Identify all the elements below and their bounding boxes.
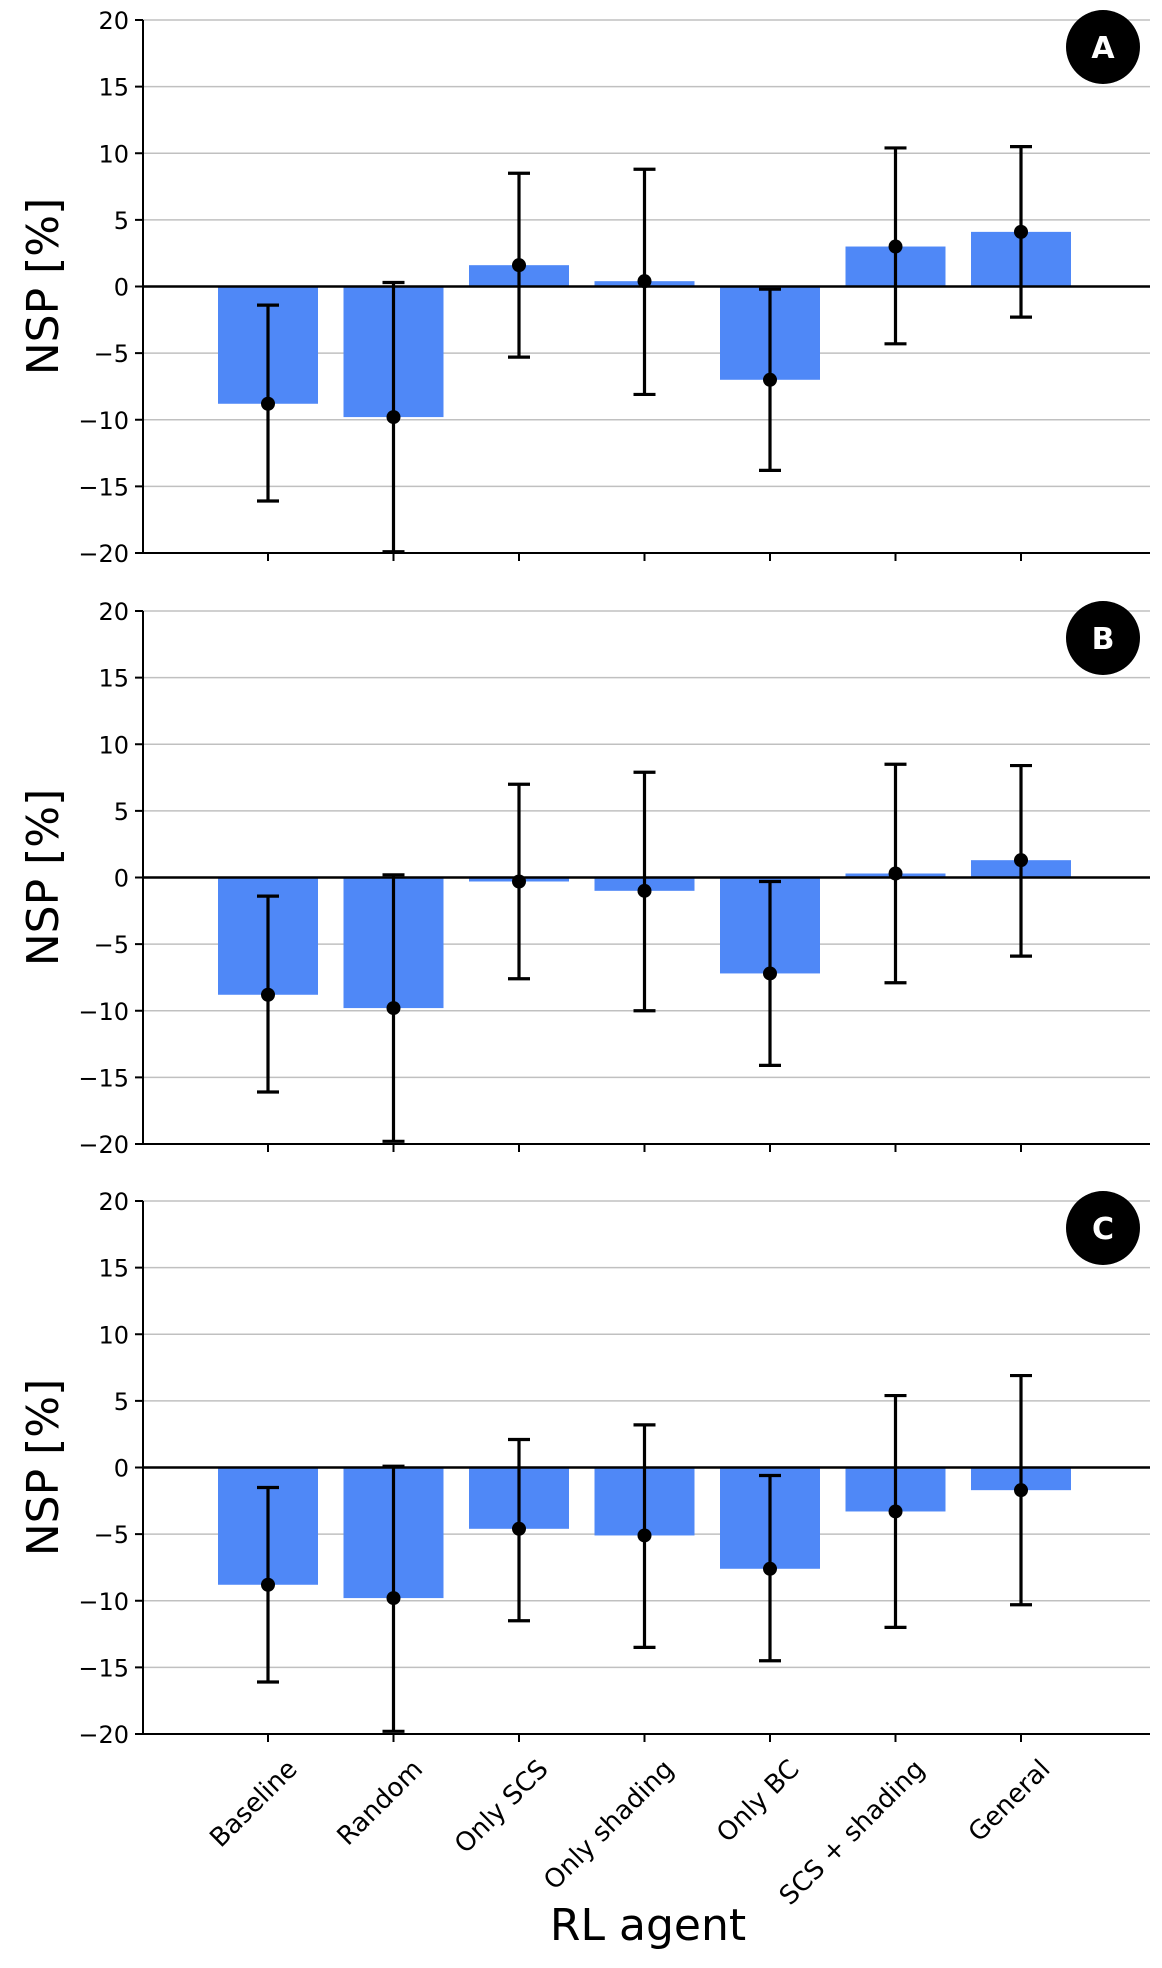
ytick-label: −10 <box>78 1588 129 1616</box>
y-axis-label: NSP [%] <box>18 1379 69 1557</box>
mean-point <box>637 883 652 898</box>
ytick-label: 15 <box>98 74 129 102</box>
ytick-label: −5 <box>94 1521 129 1549</box>
ytick-label: 10 <box>98 140 129 168</box>
panel-B: 20 15 10 5 0 −5 −10 −15 −20 NSP [%] B <box>18 598 1150 1159</box>
x-axis-label: RL agent <box>550 1900 746 1951</box>
panel-badge-label: B <box>1092 622 1115 657</box>
mean-point <box>1014 1483 1028 1498</box>
mean-point <box>763 966 777 981</box>
xtick-label: General <box>963 1754 1057 1848</box>
mean-point <box>386 1591 401 1606</box>
ytick-label: 10 <box>98 731 129 759</box>
ytick-label: 5 <box>114 207 129 235</box>
ytick-label: 5 <box>114 798 129 826</box>
ytick-label: −15 <box>78 473 129 501</box>
y-axis-label: NSP [%] <box>18 789 69 967</box>
ytick-label: −20 <box>78 1721 129 1749</box>
ytick-label: 20 <box>98 1188 129 1216</box>
panel-badge <box>1066 601 1140 675</box>
panel-badge <box>1066 1191 1140 1265</box>
panel-badge-label: A <box>1091 31 1115 66</box>
ytick-label: −5 <box>94 340 129 368</box>
ytick-label: 0 <box>114 865 129 893</box>
ytick-label: 0 <box>114 1455 129 1483</box>
mean-point <box>763 372 777 387</box>
ytick-label: −10 <box>78 998 129 1026</box>
mean-point <box>888 239 903 254</box>
panel-C: 20 15 10 5 0 −5 −10 −15 −20 NSP [%] C Baseline Rando… <box>18 1188 1150 1951</box>
panel-A: 20 15 10 5 0 −5 −10 −15 −20 NSP [%] A <box>18 7 1150 568</box>
ytick-label: −15 <box>78 1064 129 1092</box>
mean-point <box>1014 853 1028 868</box>
mean-point <box>888 866 903 881</box>
mean-point <box>512 1521 526 1536</box>
ytick-label: 10 <box>98 1321 129 1349</box>
mean-point <box>637 1528 652 1543</box>
mean-point <box>763 1561 777 1576</box>
xtick-label: Baseline <box>204 1754 303 1853</box>
xtick-label: Random <box>332 1754 429 1851</box>
mean-point <box>1014 224 1028 239</box>
mean-point <box>261 1577 275 1592</box>
ytick-label: −15 <box>78 1654 129 1682</box>
mean-point <box>637 274 652 289</box>
xtick-label: Only SCS <box>449 1754 554 1859</box>
ytick-label: 15 <box>98 665 129 693</box>
mean-point <box>261 987 275 1002</box>
ytick-label: 5 <box>114 1388 129 1416</box>
ytick-label: 20 <box>98 598 129 626</box>
mean-point <box>386 1001 401 1016</box>
ytick-label: −20 <box>78 1131 129 1159</box>
ytick-label: −5 <box>94 931 129 959</box>
xtick-label: Only shading <box>538 1754 680 1896</box>
ytick-label: −10 <box>78 407 129 435</box>
ytick-label: −20 <box>78 540 129 568</box>
mean-point <box>261 396 275 411</box>
ytick-label: 20 <box>98 7 129 35</box>
xtick-label: Only BC <box>711 1754 805 1848</box>
ytick-label: 0 <box>114 274 129 302</box>
mean-point <box>512 258 526 273</box>
ytick-label: 15 <box>98 1255 129 1283</box>
mean-point <box>386 410 401 425</box>
y-axis-label: NSP [%] <box>18 198 69 376</box>
panel-badge-label: C <box>1092 1212 1114 1247</box>
panel-badge <box>1066 10 1140 84</box>
mean-point <box>888 1504 903 1519</box>
mean-point <box>512 874 526 889</box>
